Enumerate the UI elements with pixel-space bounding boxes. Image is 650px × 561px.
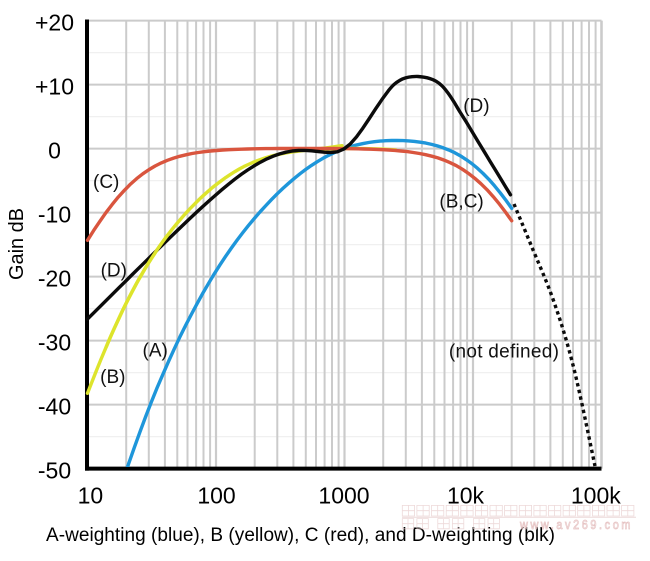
svg-text:(D): (D): [463, 96, 489, 117]
svg-text:0: 0: [48, 138, 61, 164]
svg-text:(not defined): (not defined): [449, 342, 559, 363]
svg-text:+10: +10: [35, 74, 74, 100]
svg-text:A-weighting (blue), B (yellow): A-weighting (blue), B (yellow), C (red),…: [46, 525, 555, 546]
svg-text:(A): (A): [143, 341, 168, 362]
svg-text:(B): (B): [100, 367, 125, 388]
svg-text:(C): (C): [93, 172, 119, 193]
svg-text:(D): (D): [101, 261, 127, 282]
svg-text:10: 10: [78, 483, 104, 509]
svg-text:-30: -30: [38, 330, 71, 356]
svg-text:100: 100: [197, 483, 235, 509]
svg-text:-20: -20: [38, 266, 71, 292]
svg-text:www.av269.com: www.av269.com: [519, 518, 633, 532]
svg-text:10k: 10k: [447, 483, 485, 509]
svg-text:(B,C): (B,C): [439, 192, 483, 213]
svg-text:-40: -40: [38, 394, 71, 420]
svg-text:100k: 100k: [571, 483, 621, 509]
svg-text:1000: 1000: [318, 483, 369, 509]
svg-text:+20: +20: [35, 10, 74, 36]
svg-text:Gain dB: Gain dB: [6, 208, 28, 280]
svg-text:-10: -10: [38, 202, 71, 228]
svg-text:-50: -50: [38, 458, 71, 484]
